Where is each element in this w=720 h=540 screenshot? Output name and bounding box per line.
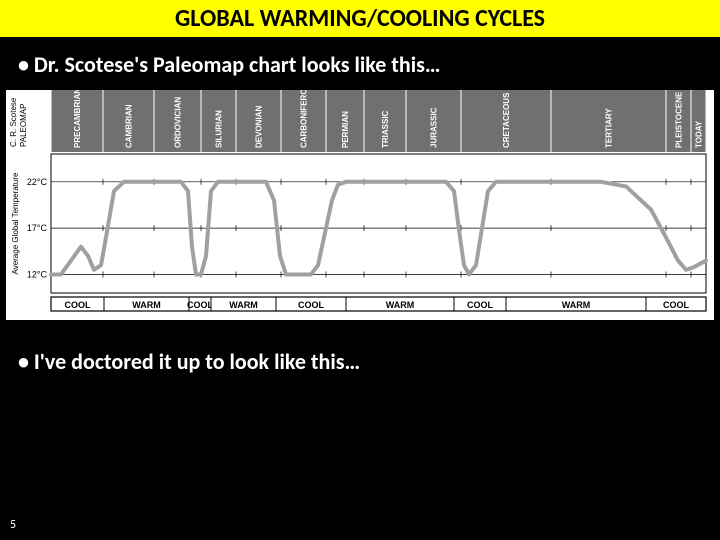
bullet-1: • Dr. Scotese's Paleomap chart looks lik… bbox=[0, 51, 720, 78]
svg-text:CARBONIFEROUS: CARBONIFEROUS bbox=[300, 90, 309, 148]
svg-text:TERTIARY: TERTIARY bbox=[605, 108, 614, 148]
svg-text:COOL: COOL bbox=[298, 300, 325, 310]
svg-text:WARM: WARM bbox=[229, 300, 258, 310]
svg-text:PERMIAN: PERMIAN bbox=[341, 111, 350, 148]
svg-text:COOL: COOL bbox=[65, 300, 92, 310]
svg-text:SILURIAN: SILURIAN bbox=[215, 110, 224, 148]
page-title: GLOBAL WARMING/COOLING CYCLES bbox=[175, 4, 545, 33]
bullet-2-text: • I've doctored it up to look like this… bbox=[18, 348, 360, 375]
svg-text:CRETACEOUS: CRETACEOUS bbox=[502, 92, 511, 148]
svg-text:Average Global Temperature: Average Global Temperature bbox=[11, 172, 20, 275]
svg-text:DEVONIAN: DEVONIAN bbox=[255, 106, 264, 148]
svg-text:12°C: 12°C bbox=[27, 269, 48, 279]
svg-text:ORDOVICIAN: ORDOVICIAN bbox=[174, 97, 183, 148]
svg-text:WARM: WARM bbox=[132, 300, 161, 310]
bullet-1-text: • Dr. Scotese's Paleomap chart looks lik… bbox=[18, 51, 441, 78]
svg-text:PALEOMAP: PALEOMAP bbox=[19, 104, 28, 147]
title-bar: GLOBAL WARMING/COOLING CYCLES bbox=[0, 0, 720, 37]
svg-text:COOL: COOL bbox=[663, 300, 690, 310]
svg-text:TODAY: TODAY bbox=[695, 120, 704, 148]
svg-text:JURASSIC: JURASSIC bbox=[430, 107, 439, 148]
svg-text:C. R. Scotese: C. R. Scotese bbox=[9, 97, 18, 147]
bullet-2: • I've doctored it up to look like this… bbox=[0, 348, 720, 375]
svg-text:COOL: COOL bbox=[467, 300, 494, 310]
paleomap-chart: C. R. ScotesePALEOMAP Average Global Temp… bbox=[6, 90, 714, 320]
page-number: 5 bbox=[10, 518, 16, 532]
svg-text:WARM: WARM bbox=[386, 300, 415, 310]
svg-text:17°C: 17°C bbox=[27, 223, 48, 233]
svg-text:TRIASSIC: TRIASSIC bbox=[381, 110, 390, 148]
svg-text:COOL: COOL bbox=[187, 300, 214, 310]
svg-text:WARM: WARM bbox=[562, 300, 591, 310]
chart-svg: C. R. ScotesePALEOMAP Average Global Temp… bbox=[6, 90, 714, 315]
svg-text:CAMBRIAN: CAMBRIAN bbox=[125, 104, 134, 148]
svg-text:22°C: 22°C bbox=[27, 177, 48, 187]
svg-text:PLEISTOCENE: PLEISTOCENE bbox=[675, 91, 684, 148]
svg-text:PRECAMBRIAN: PRECAMBRIAN bbox=[73, 90, 82, 148]
